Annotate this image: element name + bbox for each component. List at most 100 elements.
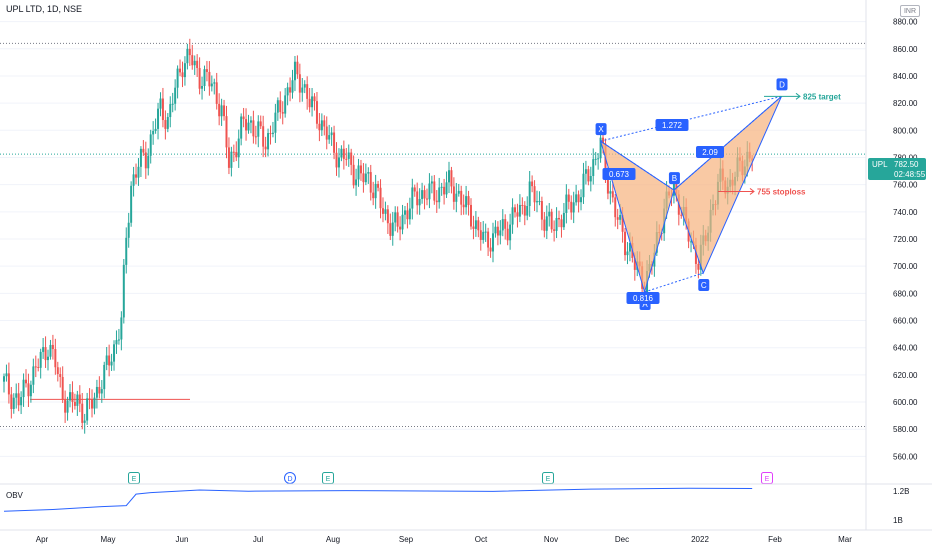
obv-tick-label: 1.2B: [893, 487, 909, 496]
candle-body: [291, 80, 294, 93]
candle-body: [457, 190, 460, 194]
obv-indicator-label[interactable]: OBV: [6, 491, 23, 500]
obv-pane: 1.2B 1B: [3, 487, 909, 525]
candle-body: [181, 72, 184, 78]
candle-body: [130, 185, 133, 223]
candle-body: [379, 187, 382, 209]
candle-body: [543, 219, 546, 231]
candle-body: [71, 392, 74, 402]
candle-body: [558, 217, 561, 220]
candle-body: [540, 201, 543, 220]
candle-body: [538, 201, 541, 203]
ratio-label: 2.09: [702, 148, 718, 157]
candle-body: [523, 205, 526, 216]
candle-body: [452, 186, 455, 202]
candle-body: [44, 347, 47, 361]
candle-body: [401, 214, 404, 230]
candle-body: [230, 151, 233, 168]
candle-body: [553, 229, 556, 231]
y-tick-label: 600.00: [893, 398, 918, 407]
candle-body: [271, 132, 274, 134]
candle-body: [262, 126, 265, 147]
candle-body: [384, 209, 387, 214]
pattern-point-b: B: [668, 172, 680, 185]
obv-line: [3, 487, 753, 512]
candle-body: [276, 100, 279, 113]
candle-body: [337, 157, 340, 168]
pattern-point-text: B: [672, 174, 677, 183]
harmonic-pattern[interactable]: X A B C D 0.673 0.816 1.272 2.09 825 target 755 st…: [595, 78, 842, 310]
y-tick-label: 800.00: [893, 126, 918, 135]
candle-body: [633, 258, 636, 270]
candle-body: [259, 121, 262, 127]
candle-body: [447, 170, 450, 183]
candle-body: [34, 366, 37, 368]
candle-body: [125, 237, 128, 265]
candle-body: [474, 220, 477, 229]
candle-body: [78, 394, 81, 404]
candle-body: [240, 116, 243, 139]
candle-body: [110, 361, 113, 366]
candle-body: [323, 120, 326, 127]
candle-body: [438, 187, 441, 203]
candle-body: [254, 136, 257, 138]
candle-body: [350, 152, 353, 165]
candle-body: [27, 383, 30, 397]
y-tick-label: 580.00: [893, 425, 918, 434]
candle-body: [333, 132, 336, 153]
candle-body: [487, 231, 490, 248]
candle-body: [320, 120, 323, 131]
candle-body: [672, 182, 675, 196]
candle-body: [580, 197, 583, 203]
candle-body: [465, 196, 468, 208]
candle-body: [450, 170, 453, 187]
candle-body: [176, 68, 179, 88]
y-tick-label: 680.00: [893, 289, 918, 298]
candle-body: [619, 215, 622, 220]
candle-body: [152, 130, 155, 135]
pattern-ratio-line: [600, 95, 782, 142]
candle-body: [325, 126, 328, 140]
candle-body: [340, 148, 343, 158]
candle-body: [440, 186, 443, 188]
candle-body: [39, 351, 42, 368]
candle-body: [624, 231, 627, 256]
candle-body: [284, 95, 287, 114]
candle-body: [3, 376, 5, 382]
candle-body: [418, 198, 421, 206]
candle-body: [499, 230, 502, 236]
ratio-label: 1.272: [662, 121, 683, 130]
candle-body: [105, 355, 108, 365]
candle-body: [555, 217, 558, 231]
candle-body: [196, 60, 199, 68]
candle-body: [550, 211, 553, 230]
event-marker-letter: E: [132, 476, 137, 483]
x-tick-label: 2022: [691, 535, 709, 544]
chart-title: UPL LTD, 1D, NSE: [6, 4, 83, 14]
candle-body: [408, 208, 411, 220]
candle-body: [347, 152, 350, 159]
x-tick-label: Aug: [326, 535, 340, 544]
candle-body: [296, 61, 299, 75]
x-tick-label: Nov: [544, 535, 558, 544]
candle-body: [220, 105, 223, 117]
candle-body: [91, 399, 94, 409]
ratio-label: 0.673: [609, 170, 630, 179]
x-tick-label: Mar: [838, 535, 852, 544]
candle-body: [403, 210, 406, 215]
candle-body: [531, 181, 534, 187]
candle-body: [501, 219, 504, 231]
candle-body: [245, 119, 248, 131]
candle-body: [469, 204, 472, 227]
y-tick-label: 640.00: [893, 344, 918, 353]
y-tick-label: 720.00: [893, 235, 918, 244]
candle-body: [20, 397, 23, 406]
candle-body: [120, 317, 123, 340]
candle-body: [455, 193, 458, 202]
currency-button[interactable]: INR: [900, 5, 920, 17]
candle-body: [369, 172, 372, 193]
event-marker-letter: E: [546, 476, 551, 483]
candle-body: [587, 169, 590, 182]
